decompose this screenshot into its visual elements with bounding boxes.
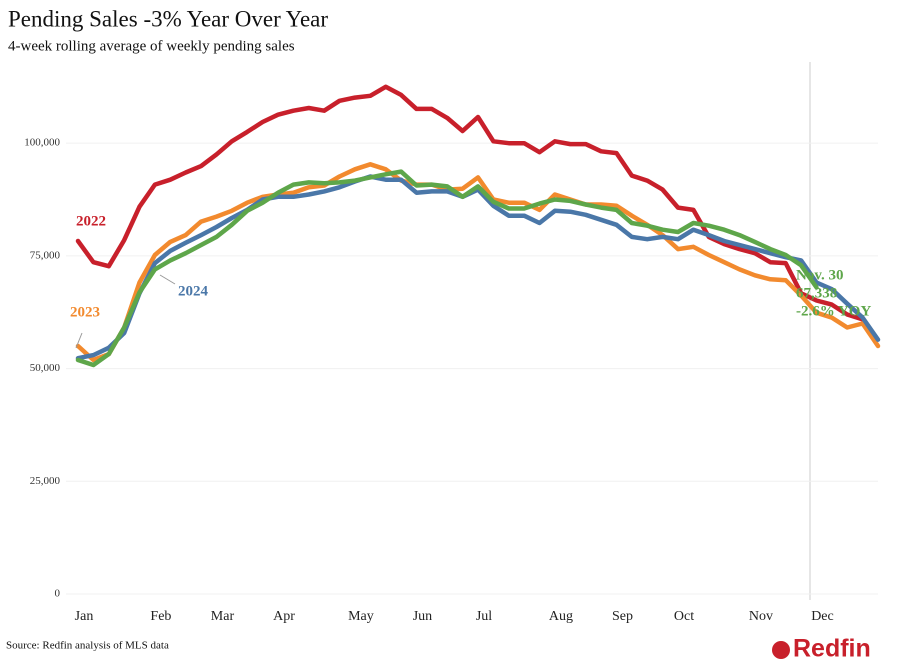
x-tick-label: May: [348, 609, 374, 624]
source: Source: Redfin analysis of MLS data: [6, 640, 169, 652]
x-tick-label: Dec: [811, 609, 834, 624]
x-tick-label: Feb: [150, 609, 171, 624]
series-line: [75, 174, 881, 361]
chart-title: Pending Sales -3% Year Over Year: [8, 6, 328, 31]
y-tick-label: 75,000: [30, 249, 61, 261]
x-tick-label: Sep: [612, 609, 633, 624]
x-tick-label: Mar: [211, 609, 235, 624]
series-line: [75, 162, 881, 363]
series-label: 2024: [178, 283, 209, 299]
annotation: 67,338: [796, 285, 837, 301]
x-tick-label: Apr: [273, 609, 295, 624]
x-tick-label: Aug: [549, 609, 573, 624]
x-tick-label: Oct: [674, 609, 694, 624]
x-tick-label: Nov: [749, 609, 773, 624]
y-tick-label: 50,000: [30, 362, 61, 374]
series-line: [75, 169, 819, 368]
annotation: -2.6% YOY: [796, 303, 871, 319]
label-leader: [75, 332, 83, 349]
x-tick-label: Jun: [413, 609, 432, 624]
chart-subtitle: 4-week rolling average of weekly pending…: [8, 38, 295, 54]
logo-icon: [772, 641, 790, 659]
series-label: 2022: [76, 213, 106, 229]
annotation: Nov. 30: [796, 267, 844, 283]
y-tick-label: 100,000: [24, 137, 60, 149]
series-line: [75, 84, 865, 322]
y-tick-label: 0: [55, 588, 61, 600]
x-tick-label: Jan: [75, 609, 94, 624]
logo: Redfin: [772, 635, 871, 663]
x-tick-label: Jul: [476, 609, 492, 624]
y-tick-label: 25,000: [30, 475, 61, 487]
series-label: 2023: [70, 304, 100, 320]
label-leader: [159, 274, 176, 285]
logo-text: Redfin: [793, 635, 871, 663]
